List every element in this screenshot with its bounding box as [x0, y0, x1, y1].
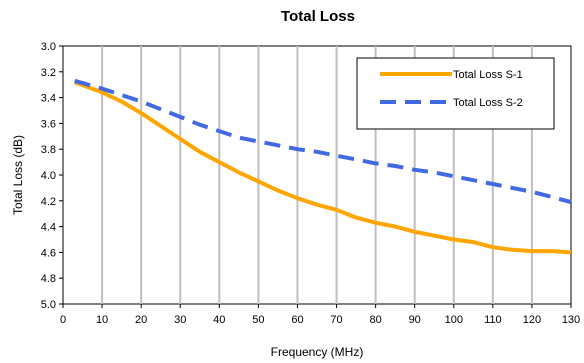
y-axis-ticks: 3.0 3.2 3.4 3.6 3.8 4.0 4.2 4.4 4.6 4.8 5.0: [41, 41, 63, 311]
y-tick-label: 3.6: [41, 118, 56, 130]
y-tick-label: 3.4: [41, 93, 56, 105]
chart-title: Total Loss: [281, 8, 355, 25]
series-lines: [73, 78, 572, 255]
series-line-1: [73, 80, 572, 255]
legend-box: [356, 57, 555, 130]
x-tick-label: 0: [60, 314, 66, 326]
x-tick-label: 60: [291, 314, 303, 326]
y-tick-label: 4.2: [41, 196, 56, 208]
x-tick-label: 10: [96, 314, 108, 326]
x-tick-label: 100: [445, 314, 463, 326]
legend-label: Total Loss S-1: [453, 69, 523, 81]
y-tick-label: 3.0: [41, 41, 56, 53]
x-tick-label: 80: [369, 314, 381, 326]
x-axis-ticks: 0 10 20 30 40 50 60 70 80 90 100 110 120 130: [60, 304, 580, 326]
y-tick-label: 5.0: [41, 299, 56, 311]
x-tick-label: 30: [174, 314, 186, 326]
y-tick-label: 3.2: [41, 67, 56, 79]
y-tick-label: 3.8: [41, 144, 56, 156]
y-tick-label: 4.8: [41, 273, 56, 285]
x-tick-label: 20: [135, 314, 147, 326]
x-tick-label: 70: [330, 314, 342, 326]
legend: Total Loss S-1 Total Loss S-2: [356, 57, 555, 130]
x-tick-label: 90: [409, 314, 421, 326]
y-tick-label: 4.6: [41, 247, 56, 259]
series-line-2: [74, 78, 572, 205]
x-tick-label: 50: [252, 314, 264, 326]
x-tick-label: 130: [562, 314, 580, 326]
y-axis-label: Total Loss (dB): [11, 135, 25, 215]
x-tick-label: 110: [484, 314, 502, 326]
y-tick-label: 4.0: [41, 170, 56, 182]
y-tick-label: 4.4: [41, 222, 56, 234]
legend-label: Total Loss S-2: [453, 97, 523, 109]
x-tick-label: 40: [213, 314, 225, 326]
x-axis-label: Frequency (MHz): [271, 345, 364, 359]
x-tick-label: 120: [523, 314, 541, 326]
